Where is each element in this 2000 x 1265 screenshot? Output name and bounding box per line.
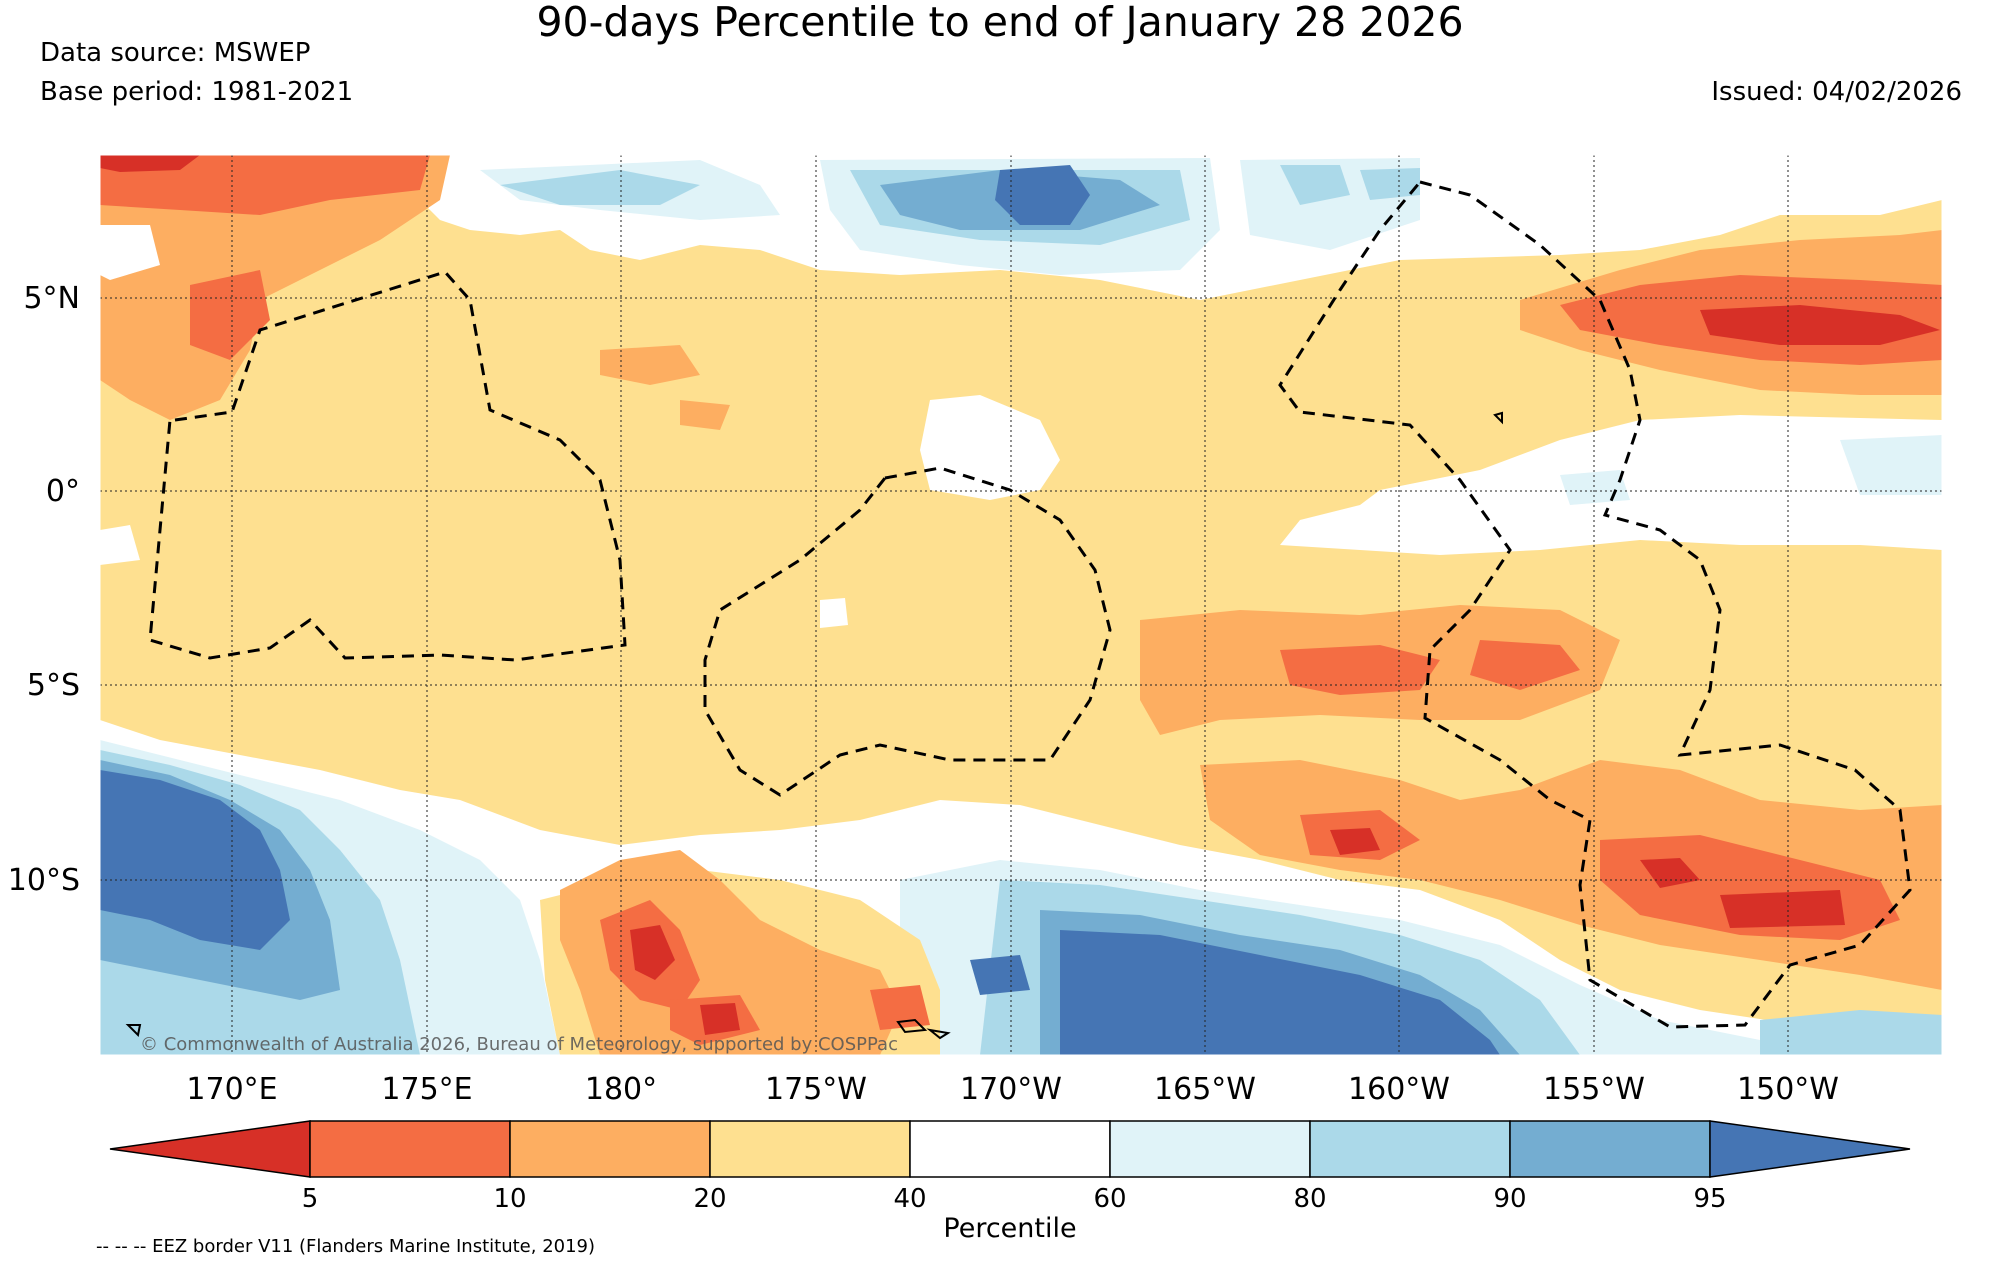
colorbar-bin-90-95	[1509, 1120, 1711, 1178]
colorbar-tick-10: 10	[493, 1184, 526, 1214]
south-blue-far-east	[1760, 1010, 1942, 1055]
colorbar-tick-80: 80	[1293, 1184, 1326, 1214]
colorbar-bin-5-10	[309, 1120, 511, 1178]
nw-dry-core	[100, 155, 430, 215]
colorbar	[109, 1120, 1911, 1178]
colorbar-tick-90: 90	[1493, 1184, 1526, 1214]
lon-label-165w: 165°W	[1154, 1072, 1256, 1107]
latitude-gridlines	[100, 297, 1942, 881]
sw-dry-area-2	[560, 850, 900, 1055]
lon-label-170w: 170°W	[960, 1072, 1062, 1107]
colorbar-bin-20-40	[709, 1120, 911, 1178]
east-equator-blue-2	[1560, 470, 1630, 505]
east-equator-blue	[1840, 435, 1942, 495]
equator-small-white-1	[100, 525, 140, 565]
lon-label-175e: 175°E	[381, 1072, 472, 1107]
nw-dry-core-2	[190, 270, 270, 360]
map-title: 90-days Percentile to end of January 28 …	[536, 0, 1463, 46]
base-period-label: Base period: 1981-2021	[40, 77, 353, 107]
lat-label-5s: 5°S	[27, 668, 80, 703]
colorbar-tick-60: 60	[1093, 1184, 1126, 1214]
central-dry-core-2	[1470, 640, 1580, 690]
lon-label-175w: 175°W	[765, 1072, 867, 1107]
island-outlines	[125, 411, 1503, 1040]
ne-dry-core-2	[1700, 305, 1940, 345]
colorbar-bin-40-60	[909, 1120, 1111, 1178]
lat-label-10s: 10°S	[8, 863, 80, 898]
latitude-labels: 5°N 0° 5°S 10°S	[8, 281, 80, 898]
sw-dry-core-2	[630, 925, 675, 980]
nw-dry-core-3	[100, 155, 200, 172]
colorbar-tick-40: 40	[893, 1184, 926, 1214]
colorbar-bin-10-20	[509, 1120, 711, 1178]
south-blue-west-core	[100, 770, 290, 950]
colorbar-bin-80-90	[1309, 1120, 1511, 1178]
equator-small-white-2	[820, 598, 848, 628]
eez-phoenix	[703, 466, 1112, 797]
map-frame	[99, 154, 1943, 1056]
nw-white-patch	[100, 225, 160, 280]
longitude-labels: 170°E 175°E 180° 175°W 170°W 165°W 160°W…	[186, 1072, 1839, 1107]
lon-label-155w: 155°W	[1543, 1072, 1645, 1107]
se-dry-core-5	[1720, 890, 1845, 928]
data-source-label: Data source: MSWEP	[40, 38, 310, 68]
north-blue-core-1	[500, 170, 700, 205]
island-1	[896, 1018, 928, 1034]
sw-dry-core-4	[700, 1003, 740, 1035]
colorbar-ticks: 5 10 20 40 60 80 90 95	[302, 1184, 1727, 1214]
nw-dry-area	[100, 155, 450, 420]
eez-footnote: -- -- -- EEZ border V11 (Flanders Marine…	[96, 1236, 595, 1257]
north-blue-core-5	[1280, 165, 1350, 205]
island-2	[926, 1028, 951, 1040]
colorbar-tick-20: 20	[693, 1184, 726, 1214]
north-blue-core-4	[995, 165, 1090, 225]
se-dry-core-3	[1330, 828, 1380, 855]
south-blue-east-core	[1060, 930, 1500, 1055]
eez-line-islands	[1278, 180, 1912, 1029]
longitude-gridlines	[231, 155, 1789, 1055]
colorbar-tick-95: 95	[1693, 1184, 1726, 1214]
sw-dry-core-5	[870, 985, 930, 1030]
colorbar-tick-5: 5	[302, 1184, 319, 1214]
north-blue-core-6	[1360, 168, 1420, 200]
colorbar-bin-60-80	[1109, 1120, 1311, 1178]
issued-date-label: Issued: 04/02/2026	[1711, 77, 1962, 107]
colorbar-bin-gt95	[1709, 1120, 1911, 1178]
south-blue-east-core-2	[970, 955, 1030, 995]
lat-label-5n: 5°N	[23, 281, 80, 316]
lat-label-0: 0°	[46, 474, 80, 509]
eez-kiribati-gilbert	[148, 270, 627, 662]
colorbar-label: Percentile	[943, 1213, 1076, 1244]
mid-dry-patch-1	[600, 345, 700, 385]
lon-label-170e: 170°E	[186, 1072, 277, 1107]
copyright-notice: © Commonwealth of Australia 2026, Bureau…	[140, 1034, 898, 1055]
eez-borders	[148, 180, 1912, 1029]
map-panel: © Commonwealth of Australia 2026, Bureau…	[100, 155, 1942, 1055]
central-dry-core	[1280, 645, 1440, 695]
island-3	[1493, 411, 1503, 425]
mid-dry-patch-2	[680, 400, 730, 430]
lon-label-160w: 160°W	[1348, 1072, 1450, 1107]
lon-label-150w: 150°W	[1737, 1072, 1839, 1107]
colorbar-bin-lt5	[109, 1120, 311, 1178]
island-4	[125, 1024, 142, 1038]
lon-label-180: 180°	[585, 1072, 657, 1107]
